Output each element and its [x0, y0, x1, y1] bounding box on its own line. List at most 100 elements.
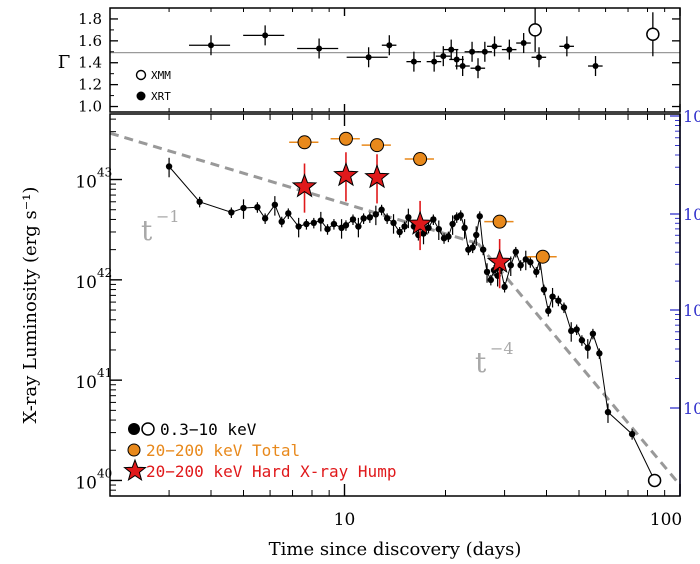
total-point: [535, 249, 550, 264]
gamma-legend-xmm-marker: [135, 69, 147, 81]
gamma-y-axis: 1.0 1.2 1.4 1.6 1.8: [78, 10, 680, 116]
gamma-tick-label: 1.8: [78, 10, 102, 28]
photon-index-panel: 1.0 1.2 1.4 1.6 1.8 Γ XMM XRT: [58, 7, 681, 116]
xrt-point: [310, 219, 317, 227]
xrt-point: [271, 201, 279, 208]
gamma-xrt-point: [491, 43, 498, 50]
xrt-point: [469, 244, 476, 251]
legend-xrt-marker: [128, 423, 140, 435]
xrt-point: [604, 408, 612, 416]
right-axis: 10 10 10 10: [670, 107, 700, 496]
gamma-xrt-point: [453, 56, 460, 63]
gamma-xrt-point: [506, 46, 513, 53]
xrt-point: [549, 293, 556, 300]
annotation-t-minus-4-exponent: −4: [490, 339, 514, 358]
hump-point: [333, 161, 359, 187]
time-x-axis: 10 100: [109, 8, 682, 530]
xrt-point: [512, 248, 519, 256]
y-tick-exponent: 42: [97, 266, 112, 280]
xrt-point: [540, 286, 548, 293]
xrt-point: [560, 304, 568, 311]
y-tick-label: 10: [75, 273, 97, 293]
legend: 0.3−10 keV 20−200 keV Total 20−200 keV H…: [123, 420, 396, 482]
y-tick-exponent: 40: [97, 466, 112, 480]
legend-xmm-marker: [141, 422, 155, 436]
right-tick-label: 10: [683, 205, 700, 224]
y-tick-label: 10: [75, 373, 97, 393]
legend-soft-label: 0.3−10 keV: [160, 420, 257, 439]
gamma-xrt-point: [536, 54, 543, 61]
gamma-legend-xmm-label: XMM: [151, 69, 171, 82]
legend-total-marker: [127, 443, 141, 457]
xrt-point: [578, 337, 586, 344]
gamma-xrt-point: [431, 58, 438, 65]
hump-point: [291, 173, 318, 198]
xrt-point: [628, 430, 636, 438]
xrt-point: [324, 225, 331, 233]
gamma-xrt-point: [469, 48, 476, 55]
xrt-point: [396, 228, 403, 236]
xrt-point: [596, 350, 603, 357]
xrt-point: [473, 231, 480, 239]
xrt-point: [533, 268, 540, 276]
xrt-point: [501, 283, 508, 291]
xrt-point: [196, 198, 203, 205]
gamma-xrt-point: [520, 40, 527, 47]
xrt-point: [476, 213, 483, 220]
xrt-point: [483, 268, 491, 276]
total-point: [370, 138, 385, 153]
photon-index-frame: [109, 7, 681, 113]
xrt-point: [360, 215, 367, 222]
xrt-point: [285, 210, 292, 217]
luminosity-points: [165, 131, 662, 488]
xrt-point: [355, 223, 362, 230]
luminosity-frame: [109, 113, 681, 497]
xrt-point: [507, 261, 514, 269]
gamma-points: [189, 8, 660, 79]
gamma-xrt-point: [365, 54, 372, 61]
xrt-point: [405, 214, 412, 221]
xrt-point: [383, 215, 391, 222]
xrt-point: [303, 220, 310, 228]
gamma-xrt-point: [410, 58, 417, 65]
gamma-xrt-point: [459, 63, 466, 70]
y-axis-title: X-ray Luminosity (erg s⁻¹): [20, 187, 41, 424]
legend-hump-marker: [123, 458, 147, 482]
xrt-point: [165, 163, 173, 170]
gamma-xrt-point: [481, 48, 488, 55]
x-tick-label: 10: [334, 510, 356, 530]
gamma-xrt-point: [448, 46, 455, 53]
gamma-legend-xrt-label: XRT: [151, 90, 171, 103]
xrt-point: [517, 261, 524, 269]
xrt-point: [378, 206, 385, 213]
gamma-xmm-point: [528, 23, 542, 37]
xrt-point: [435, 225, 442, 233]
xrt-point: [568, 327, 575, 335]
total-point: [492, 214, 507, 229]
right-tick-label: 10: [683, 301, 700, 320]
xrt-point: [555, 297, 562, 304]
xmm-point: [647, 473, 662, 488]
hump-point: [486, 248, 513, 274]
gamma-xrt-point: [563, 43, 570, 50]
gamma-xrt-point: [475, 65, 482, 72]
total-point: [297, 135, 312, 150]
gamma-legend-xrt-marker: [136, 91, 146, 101]
xrt-point: [330, 220, 338, 228]
x-tick-label: 100: [650, 510, 682, 530]
xrt-point: [261, 215, 269, 222]
gamma-tick-label: 1.2: [78, 76, 102, 94]
xrt-point: [278, 218, 285, 225]
xrt-point: [479, 246, 487, 253]
xrt-point: [240, 204, 247, 212]
xrt-point: [584, 344, 591, 352]
xrt-point: [401, 223, 408, 230]
xrt-point: [366, 214, 374, 221]
y-tick-exponent: 41: [97, 366, 112, 380]
gamma-xrt-point: [207, 42, 214, 49]
xrt-point: [295, 223, 302, 230]
hump-point: [364, 163, 390, 189]
